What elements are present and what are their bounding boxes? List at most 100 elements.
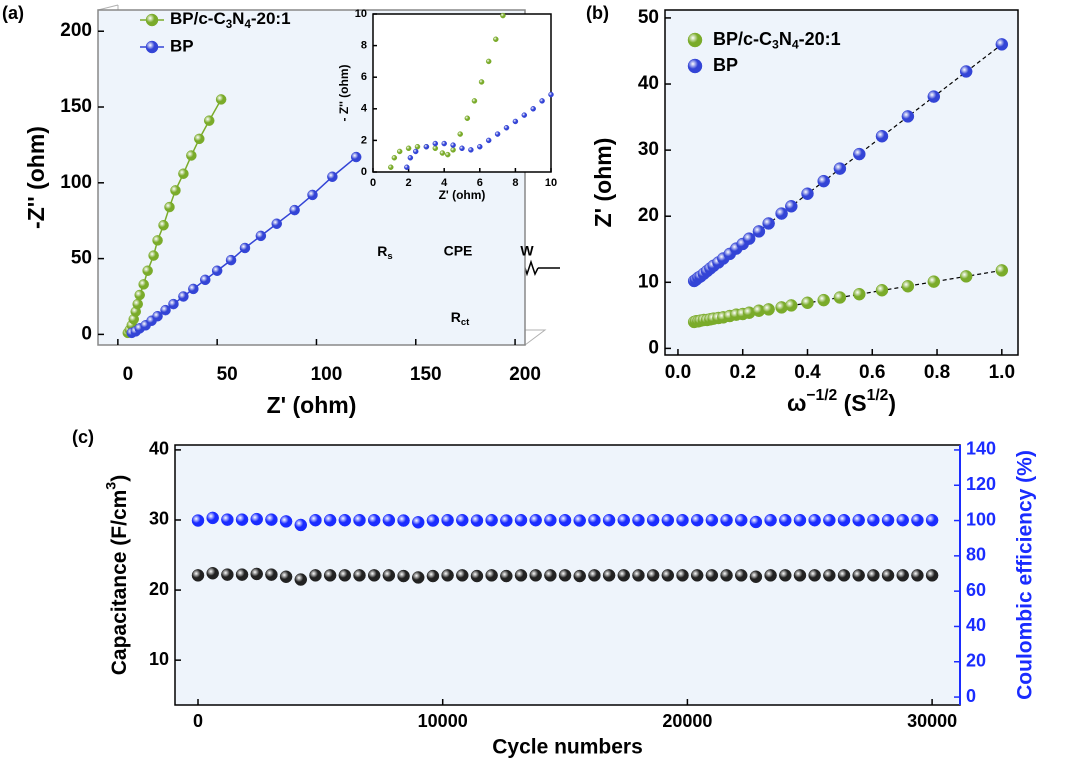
data-point xyxy=(407,155,414,161)
y2-tick-label: 40 xyxy=(966,615,986,635)
data-point xyxy=(405,145,412,152)
data-point xyxy=(762,303,775,316)
data-point xyxy=(881,513,895,527)
data-point xyxy=(414,143,421,150)
data-point xyxy=(646,569,660,582)
data-point xyxy=(676,513,689,527)
data-point xyxy=(837,569,851,582)
data-point xyxy=(548,91,554,98)
y-tick-label: 6 xyxy=(361,71,367,83)
data-point xyxy=(927,275,941,288)
text-part: 3 xyxy=(226,19,232,31)
data-point xyxy=(459,145,465,152)
text-part: 1/2 xyxy=(867,387,889,404)
text-part: BP/c-C xyxy=(170,9,226,28)
data-point xyxy=(588,513,601,527)
y2-tick-label: 0 xyxy=(966,686,976,706)
panel-label: (b) xyxy=(586,3,609,23)
data-point xyxy=(206,566,219,580)
data-point xyxy=(742,232,756,245)
data-point xyxy=(749,515,763,529)
data-point xyxy=(255,230,267,242)
data-point xyxy=(808,513,821,527)
x-tick-label: 10000 xyxy=(418,711,468,731)
data-point xyxy=(690,569,704,582)
top-edge xyxy=(97,4,119,11)
data-point xyxy=(749,570,763,584)
y2-tick-label: 20 xyxy=(966,651,986,671)
data-point xyxy=(690,513,704,527)
text-part: R xyxy=(451,309,461,325)
data-point xyxy=(927,90,941,103)
y-tick-label: 4 xyxy=(361,103,368,115)
data-point xyxy=(503,125,510,131)
y-tick-label: 100 xyxy=(60,172,92,193)
data-point xyxy=(720,569,733,582)
circuit-label: Rct xyxy=(451,309,470,328)
data-point xyxy=(423,143,430,150)
data-point xyxy=(720,513,733,527)
data-point xyxy=(661,569,675,582)
y-tick-label: 40 xyxy=(638,73,659,94)
data-point xyxy=(764,513,777,527)
data-point xyxy=(432,140,439,147)
data-point xyxy=(426,514,440,527)
data-point xyxy=(338,513,352,527)
data-point xyxy=(779,513,792,527)
text-part: -20:1 xyxy=(251,9,291,28)
data-point xyxy=(478,79,485,85)
data-point xyxy=(500,514,513,527)
text-part: Capacitance (F/cm xyxy=(108,490,131,676)
data-point xyxy=(456,569,469,582)
data-point xyxy=(901,110,915,123)
y-tick-label: 50 xyxy=(71,248,92,269)
data-point xyxy=(544,513,557,527)
data-point xyxy=(588,569,601,582)
y-tick-label: 10 xyxy=(149,649,169,669)
data-point xyxy=(441,513,454,527)
data-point xyxy=(995,264,1009,277)
x-tick-label: 8 xyxy=(512,177,518,189)
legend-marker xyxy=(145,40,159,54)
data-point xyxy=(350,151,362,163)
data-point xyxy=(881,569,895,582)
y-axis-label: Capacitance (F/cm3) xyxy=(103,475,130,676)
text-part: N xyxy=(232,9,244,28)
text-part: −1/2 xyxy=(806,387,837,404)
y-tick-label: 200 xyxy=(60,20,92,41)
x-tick-label: 20000 xyxy=(662,711,712,731)
text-part: 3 xyxy=(103,482,119,490)
data-point xyxy=(450,142,456,148)
data-point xyxy=(142,265,153,276)
data-point xyxy=(529,569,542,582)
data-point xyxy=(833,162,847,175)
data-point xyxy=(521,112,528,118)
data-point xyxy=(817,293,830,307)
x-tick-label: 1.0 xyxy=(989,362,1015,383)
y-tick-label: 8 xyxy=(361,40,367,52)
data-point xyxy=(439,150,446,156)
data-point xyxy=(178,291,189,302)
data-point xyxy=(833,291,847,304)
data-point xyxy=(632,569,645,582)
data-point xyxy=(411,571,425,584)
data-point xyxy=(294,518,308,532)
y-tick-label: 2 xyxy=(361,134,367,146)
y2-tick-label: 140 xyxy=(966,439,996,459)
data-point xyxy=(867,569,880,582)
data-point xyxy=(558,569,572,582)
data-point xyxy=(485,137,492,144)
text-part: BP/c-C xyxy=(713,29,772,49)
data-point xyxy=(309,513,322,527)
data-point xyxy=(134,289,145,301)
data-point xyxy=(367,569,381,582)
data-point xyxy=(493,36,499,43)
data-point xyxy=(602,513,616,527)
data-point xyxy=(221,513,234,526)
data-point xyxy=(456,513,469,527)
data-point xyxy=(959,65,973,78)
legend-label: BP xyxy=(170,36,194,55)
data-point xyxy=(211,265,223,276)
data-point xyxy=(160,304,171,316)
